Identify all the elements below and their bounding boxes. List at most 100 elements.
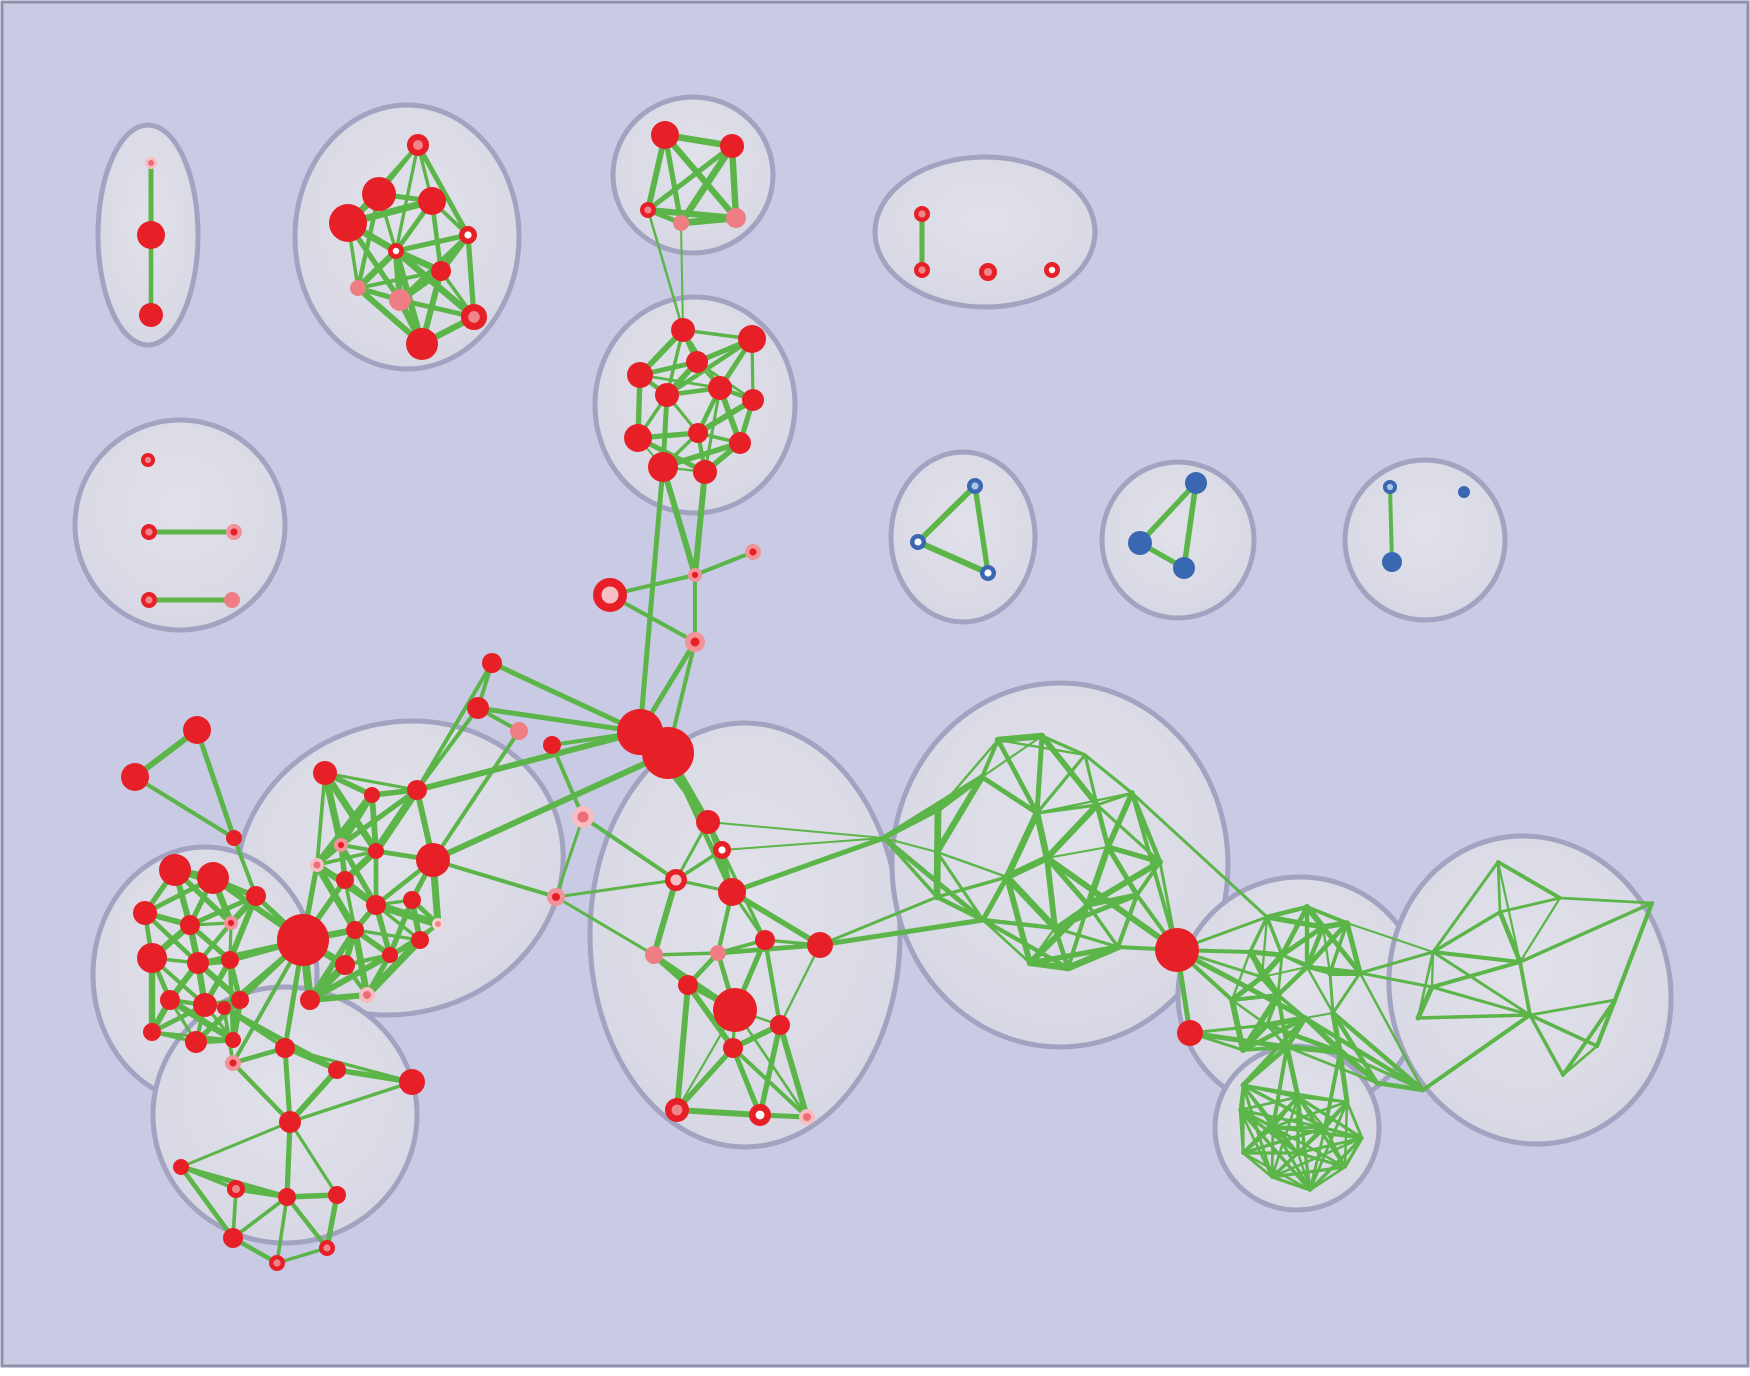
- gene-node[interactable]: [313, 761, 337, 785]
- gene-node[interactable]: [328, 1061, 346, 1079]
- gene-node[interactable]: [685, 632, 705, 652]
- gene-node[interactable]: [406, 328, 438, 360]
- gene-node[interactable]: [713, 988, 757, 1032]
- gene-node[interactable]: [671, 318, 695, 342]
- gene-node[interactable]: [1177, 1020, 1203, 1046]
- gene-node[interactable]: [572, 806, 594, 828]
- gene-node[interactable]: [755, 930, 775, 950]
- gene-node[interactable]: [624, 424, 652, 452]
- gene-node[interactable]: [223, 1228, 243, 1248]
- gene-node[interactable]: [180, 915, 200, 935]
- gene-node[interactable]: [742, 389, 764, 411]
- gene-node[interactable]: [686, 351, 708, 373]
- gene-node[interactable]: [193, 993, 217, 1017]
- gene-node[interactable]: [729, 432, 751, 454]
- gene-node[interactable]: [362, 177, 396, 211]
- gene-node[interactable]: [224, 1054, 241, 1071]
- gene-node[interactable]: [543, 736, 561, 754]
- gene-node[interactable]: [708, 376, 732, 400]
- gene-node[interactable]: [1185, 472, 1207, 494]
- gene-node[interactable]: [389, 289, 411, 311]
- gene-node[interactable]: [278, 1188, 296, 1206]
- gene-node[interactable]: [399, 1069, 425, 1095]
- gene-node[interactable]: [221, 951, 239, 969]
- gene-node[interactable]: [696, 810, 720, 834]
- gene-node[interactable]: [224, 592, 240, 608]
- gene-node[interactable]: [406, 133, 430, 157]
- gene-node[interactable]: [726, 208, 746, 228]
- gene-node[interactable]: [411, 931, 429, 949]
- gene-node[interactable]: [226, 1179, 246, 1199]
- gene-node[interactable]: [328, 1186, 346, 1204]
- gene-node[interactable]: [1044, 261, 1061, 278]
- gene-node[interactable]: [121, 763, 149, 791]
- gene-node[interactable]: [333, 837, 349, 853]
- gene-node[interactable]: [246, 886, 266, 906]
- gene-node[interactable]: [640, 201, 657, 218]
- gene-node[interactable]: [688, 423, 708, 443]
- gene-node[interactable]: [460, 303, 488, 331]
- gene-node[interactable]: [418, 187, 446, 215]
- gene-node[interactable]: [346, 921, 364, 939]
- gene-node[interactable]: [187, 952, 209, 974]
- gene-node[interactable]: [645, 946, 663, 964]
- gene-node[interactable]: [710, 945, 726, 961]
- gene-node[interactable]: [143, 1023, 161, 1041]
- gene-node[interactable]: [223, 915, 239, 931]
- gene-node[interactable]: [335, 955, 355, 975]
- gene-node[interactable]: [407, 780, 427, 800]
- gene-node[interactable]: [275, 1038, 295, 1058]
- gene-node[interactable]: [217, 1001, 231, 1015]
- gene-node[interactable]: [140, 452, 156, 468]
- gene-node[interactable]: [627, 362, 653, 388]
- gene-node[interactable]: [510, 722, 528, 740]
- gene-node[interactable]: [137, 943, 167, 973]
- gene-node[interactable]: [336, 871, 354, 889]
- gene-node[interactable]: [914, 205, 931, 222]
- gene-node[interactable]: [1128, 531, 1152, 555]
- gene-node[interactable]: [1382, 552, 1402, 572]
- gene-node[interactable]: [225, 1032, 241, 1048]
- gene-node[interactable]: [914, 262, 931, 279]
- gene-node[interactable]: [745, 544, 762, 561]
- gene-node[interactable]: [655, 383, 679, 407]
- gene-node[interactable]: [432, 918, 444, 930]
- gene-node[interactable]: [642, 727, 694, 779]
- gene-node[interactable]: [159, 854, 191, 886]
- gene-node[interactable]: [431, 261, 451, 281]
- gene-node[interactable]: [359, 987, 375, 1003]
- gene-node[interactable]: [279, 1111, 301, 1133]
- gene-node[interactable]: [133, 901, 157, 925]
- gene-node[interactable]: [723, 1038, 743, 1058]
- gene-node[interactable]: [648, 452, 678, 482]
- gene-node[interactable]: [226, 830, 242, 846]
- gene-node[interactable]: [269, 1254, 286, 1271]
- gene-node[interactable]: [225, 524, 242, 541]
- gene-node[interactable]: [300, 990, 320, 1010]
- gene-node[interactable]: [277, 914, 329, 966]
- gene-node[interactable]: [738, 325, 766, 353]
- gene-node[interactable]: [718, 878, 746, 906]
- gene-node[interactable]: [1458, 486, 1470, 498]
- gene-node[interactable]: [368, 843, 384, 859]
- gene-node[interactable]: [693, 460, 717, 484]
- gene-node[interactable]: [387, 242, 404, 259]
- gene-node[interactable]: [197, 862, 229, 894]
- gene-node[interactable]: [183, 716, 211, 744]
- gene-node[interactable]: [139, 303, 163, 327]
- gene-node[interactable]: [967, 478, 984, 495]
- gene-node[interactable]: [231, 991, 249, 1009]
- gene-node[interactable]: [673, 215, 689, 231]
- gene-node[interactable]: [366, 895, 386, 915]
- gene-node[interactable]: [160, 990, 180, 1010]
- gene-node[interactable]: [651, 121, 679, 149]
- gene-node[interactable]: [665, 869, 687, 891]
- gene-node[interactable]: [713, 841, 732, 860]
- gene-node[interactable]: [720, 134, 744, 158]
- gene-node[interactable]: [364, 787, 380, 803]
- gene-node[interactable]: [546, 887, 566, 907]
- gene-node[interactable]: [319, 1239, 336, 1256]
- gene-node[interactable]: [980, 565, 997, 582]
- gene-node[interactable]: [416, 843, 450, 877]
- gene-node[interactable]: [329, 204, 367, 242]
